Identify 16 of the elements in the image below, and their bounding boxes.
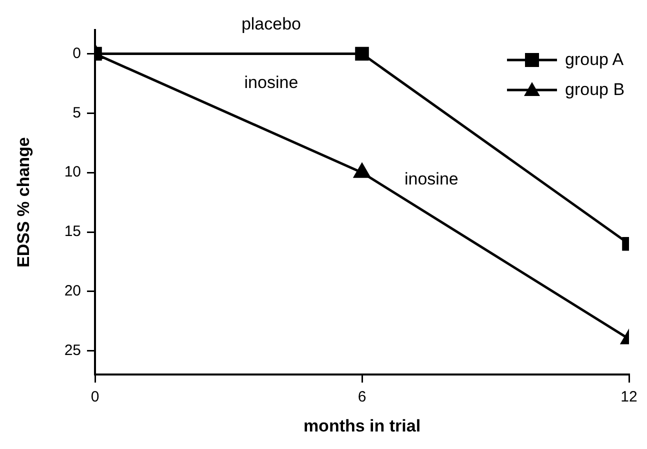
- legend-label: group A: [565, 49, 624, 71]
- y-tick-label: 10: [64, 164, 81, 181]
- y-tick-label: 5: [72, 104, 81, 122]
- x-axis-title: months in trial: [303, 416, 421, 436]
- y-tick-label: 25: [64, 342, 81, 359]
- y-tick-label: 0: [72, 44, 81, 62]
- y-tick-label: 15: [64, 223, 81, 240]
- legend-label: group B: [565, 79, 625, 101]
- y-tick-label: 20: [64, 282, 81, 300]
- x-tick-label: 6: [358, 388, 366, 406]
- y-axis-title: EDSS % change: [14, 137, 33, 268]
- annotation: inosine: [244, 73, 298, 92]
- x-tick-label: 0: [90, 388, 100, 406]
- x-tick-label: 12: [620, 388, 638, 406]
- annotation: placebo: [241, 14, 301, 34]
- annotation: inosine: [404, 170, 458, 189]
